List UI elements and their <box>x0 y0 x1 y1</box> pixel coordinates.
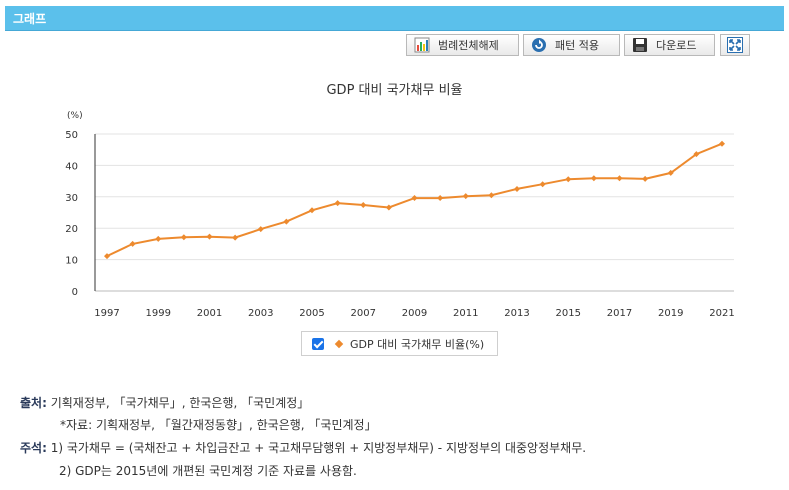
y-tick-label: 0 <box>72 287 78 298</box>
data-point <box>129 240 136 247</box>
source-label: 출처: <box>20 396 47 410</box>
x-tick-label: 2001 <box>197 308 222 319</box>
expand-icon <box>727 37 743 53</box>
data-point <box>206 233 213 240</box>
data-point <box>437 195 444 202</box>
data-point <box>360 201 367 208</box>
x-tick-label: 2015 <box>556 308 581 319</box>
download-label: 다운로드 <box>656 39 697 52</box>
x-tick-label: 2021 <box>709 308 734 319</box>
x-tick-label: 2013 <box>504 308 529 319</box>
y-tick-label: 10 <box>65 256 78 267</box>
data-point <box>309 207 315 214</box>
x-tick-label: 2011 <box>453 308 478 319</box>
footnote-label: 주석: <box>20 441 47 455</box>
footnote-2: 2) GDP는 2015년에 개편된 국민계정 기준 자료를 사용함. <box>59 464 357 478</box>
data-point <box>539 181 546 188</box>
data-point <box>642 175 649 182</box>
refresh-icon <box>531 37 547 53</box>
x-tick-label: 2017 <box>607 308 632 319</box>
data-point <box>488 192 495 199</box>
x-tick-label: 1999 <box>146 308 171 319</box>
legend-clear-button[interactable]: 범례전체해제 <box>406 34 519 56</box>
data-point <box>180 234 187 241</box>
y-tick-label: 30 <box>65 193 78 204</box>
x-tick-label: 1997 <box>94 308 119 319</box>
y-tick-label: 20 <box>65 224 78 235</box>
data-point <box>693 151 700 158</box>
data-point <box>719 140 725 147</box>
line-chart: 0 10 20 30 40 50 (%) 1997 1999 2001 2003 2005 2007 20… <box>65 111 734 319</box>
y-axis-label: (%) <box>67 111 83 121</box>
legend-checkbox[interactable] <box>312 337 324 350</box>
download-button[interactable]: 다운로드 <box>624 34 715 56</box>
data-point <box>616 175 623 182</box>
footnote-line: 주석: 1) 국가채무 = (국채잔고 + 차입금잔고 + 국고채무담행위 + … <box>20 439 586 456</box>
data-point <box>232 234 239 241</box>
data-point <box>283 218 290 225</box>
data-point <box>590 175 597 182</box>
x-tick-label: 2019 <box>658 308 683 319</box>
data-point <box>411 195 418 202</box>
footnote-1: 1) 국가채무 = (국채잔고 + 차입금잔고 + 국고채무담행위 + 지방정부… <box>50 441 587 455</box>
x-tick-label: 2003 <box>248 308 273 319</box>
data-point <box>667 169 674 176</box>
x-tick-label: 2007 <box>351 308 376 319</box>
data-point <box>514 185 520 192</box>
panel-header: 그래프 <box>5 6 784 31</box>
data-point <box>104 253 110 260</box>
data-point <box>257 226 264 233</box>
pattern-apply-button[interactable]: 패턴 적용 <box>523 34 620 56</box>
legend-clear-label: 범례전체해제 <box>438 39 499 52</box>
chart-legend[interactable]: GDP 대비 국가채무 비율(%) <box>301 331 498 356</box>
x-tick-label: 2005 <box>299 308 324 319</box>
source-sub-line: *자료: 기획재정부, 「월간재정동향」, 한국은행, 「국민계정」 <box>60 418 377 432</box>
data-point <box>334 200 341 207</box>
legend-marker <box>334 339 344 348</box>
x-tick-label: 2009 <box>402 308 427 319</box>
data-point <box>155 235 162 242</box>
fullscreen-button[interactable] <box>720 34 750 56</box>
source-text: 기획재정부, 「국가채무」, 한국은행, 「국민계정」 <box>50 396 310 410</box>
legend-label: GDP 대비 국가채무 비율(%) <box>350 337 485 351</box>
data-point <box>462 193 469 200</box>
y-tick-label: 50 <box>65 130 78 141</box>
pattern-apply-label: 패턴 적용 <box>555 39 599 52</box>
source-line: 출처: 기획재정부, 「국가채무」, 한국은행, 「국민계정」 <box>20 394 309 411</box>
data-point <box>565 176 572 183</box>
save-disk-icon <box>632 37 648 53</box>
data-point <box>385 204 392 211</box>
panel-title: 그래프 <box>13 12 47 26</box>
chart-title: GDP 대비 국가채무 비율 <box>326 83 463 98</box>
bar-chart-icon <box>414 37 430 53</box>
y-tick-label: 40 <box>65 161 78 172</box>
